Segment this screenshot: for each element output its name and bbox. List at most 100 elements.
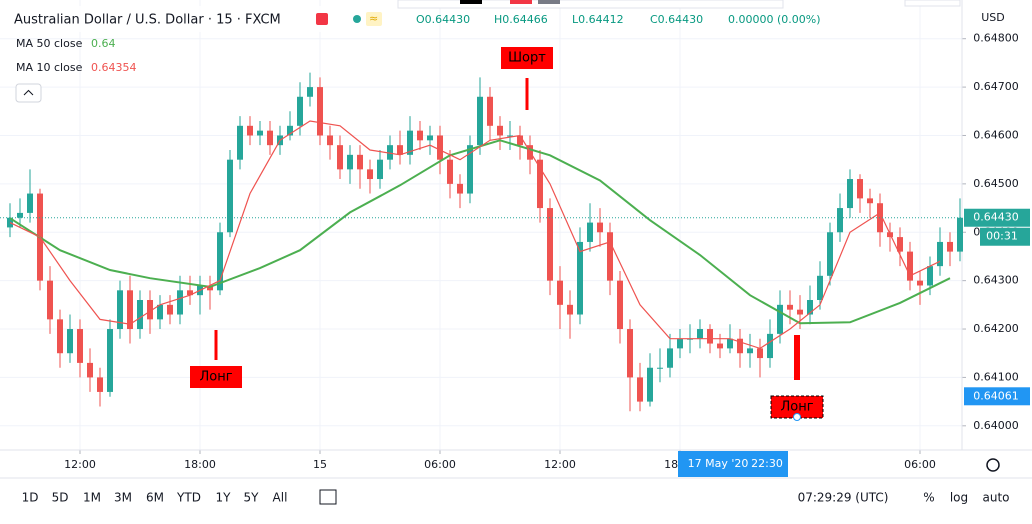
candle-body: [677, 338, 683, 349]
icon: [366, 12, 382, 26]
scale-option[interactable]: log: [950, 491, 968, 505]
handle: [793, 413, 801, 421]
last-price-tag: [964, 208, 1030, 227]
icon: ≈: [369, 12, 378, 25]
candle-body: [507, 135, 513, 137]
candle-body: [267, 130, 273, 146]
candle-body: [117, 290, 123, 330]
candle-body: [897, 237, 903, 252]
candle-body: [377, 159, 383, 180]
legend-name: MA 50 close: [16, 37, 83, 50]
candle-body: [357, 154, 363, 170]
range-button[interactable]: 3M: [114, 491, 132, 505]
range-button[interactable]: YTD: [176, 491, 201, 505]
candle-body: [47, 280, 53, 320]
top-toolbar: [397, 0, 784, 9]
color-swatch: [538, 0, 560, 4]
candle-body: [707, 329, 713, 344]
marker-price-label: 0.64061: [973, 389, 1019, 402]
candle-body: [67, 329, 73, 354]
ma-line: [9, 120, 941, 350]
range-button[interactable]: 1Y: [216, 491, 232, 505]
candle-body: [127, 290, 133, 330]
candle-body: [747, 348, 753, 354]
candle-body: [647, 367, 653, 402]
candle-body: [7, 217, 13, 228]
candle-body: [397, 145, 403, 155]
candle-body: [427, 135, 433, 141]
settings-icon[interactable]: [986, 458, 1000, 472]
candle-body: [97, 377, 103, 392]
candle-body: [627, 329, 633, 378]
candle-body: [487, 96, 493, 126]
candle-body: [367, 169, 373, 180]
y-tick-label: 0.64200: [973, 322, 1019, 335]
currency-label: USD: [981, 11, 1005, 24]
y-tick-label: 0.64700: [973, 80, 1019, 93]
annotation-box: [501, 47, 553, 69]
candle-body: [697, 329, 703, 339]
candle-body: [587, 222, 593, 242]
ohlc-value: H0.64466: [494, 13, 548, 26]
candle-body: [917, 280, 923, 286]
crosshair-tag: [678, 451, 788, 477]
candle-body: [737, 338, 743, 354]
candle-body: [337, 145, 343, 170]
ma-line: [9, 139, 951, 325]
candle-body: [407, 130, 413, 155]
range-button[interactable]: 5Y: [244, 491, 260, 505]
calendar-icon[interactable]: [319, 489, 337, 505]
crosshair-date: 17 May '20: [688, 457, 749, 470]
candle-body: [957, 217, 963, 252]
candle-body: [417, 130, 423, 141]
ohlc-value: O0.64430: [416, 13, 470, 26]
candle-body: [767, 333, 773, 359]
candle-body: [947, 241, 953, 252]
candle-body: [217, 232, 223, 291]
x-tick-label: 12:00: [544, 458, 576, 471]
candle-body: [447, 159, 453, 184]
range-button[interactable]: 1D: [22, 491, 39, 505]
candle-body: [937, 241, 943, 267]
candle-body: [177, 290, 183, 315]
annotation-label: Шорт: [508, 51, 546, 66]
range-button[interactable]: 6M: [146, 491, 164, 505]
candle-body: [107, 329, 113, 392]
candle-body: [867, 198, 873, 204]
collapse-button[interactable]: [15, 83, 42, 103]
ohlc-value: L0.64412: [572, 13, 624, 26]
candle-body: [907, 251, 913, 281]
chart-title: Australian Dollar / U.S. Dollar · 15 · F…: [14, 13, 281, 28]
legend-value: 0.64354: [91, 61, 137, 74]
collapse-icon: [23, 89, 34, 96]
candle-body: [817, 275, 823, 300]
candle-body: [317, 87, 323, 136]
candle-body: [497, 125, 503, 136]
legend-bg: [0, 6, 395, 32]
candle-body: [777, 304, 783, 334]
candle-body: [717, 343, 723, 349]
scale-option[interactable]: auto: [982, 491, 1009, 505]
range-button[interactable]: All: [273, 491, 288, 505]
candle-body: [437, 135, 443, 160]
last-price-label: 0.64430: [973, 211, 1019, 224]
clock: 07:29:29 (UTC): [798, 491, 889, 505]
candle-body: [557, 280, 563, 305]
range-button[interactable]: 5D: [52, 491, 69, 505]
candle-body: [157, 304, 163, 320]
countdown-label: 00:31: [986, 230, 1018, 243]
candle-body: [257, 130, 263, 136]
scale-option[interactable]: %: [923, 491, 934, 505]
candle-body: [847, 179, 853, 209]
candle-body: [77, 329, 83, 363]
candle-body: [87, 362, 93, 378]
candle-body: [597, 222, 603, 233]
icon: [316, 13, 328, 25]
x-tick-label: 06:00: [904, 458, 936, 471]
x-tick-label: 18:00: [184, 458, 216, 471]
candle-body: [147, 300, 153, 320]
annotation-label: Лонг: [199, 370, 232, 385]
range-button[interactable]: 1M: [83, 491, 101, 505]
candle-body: [547, 208, 553, 281]
